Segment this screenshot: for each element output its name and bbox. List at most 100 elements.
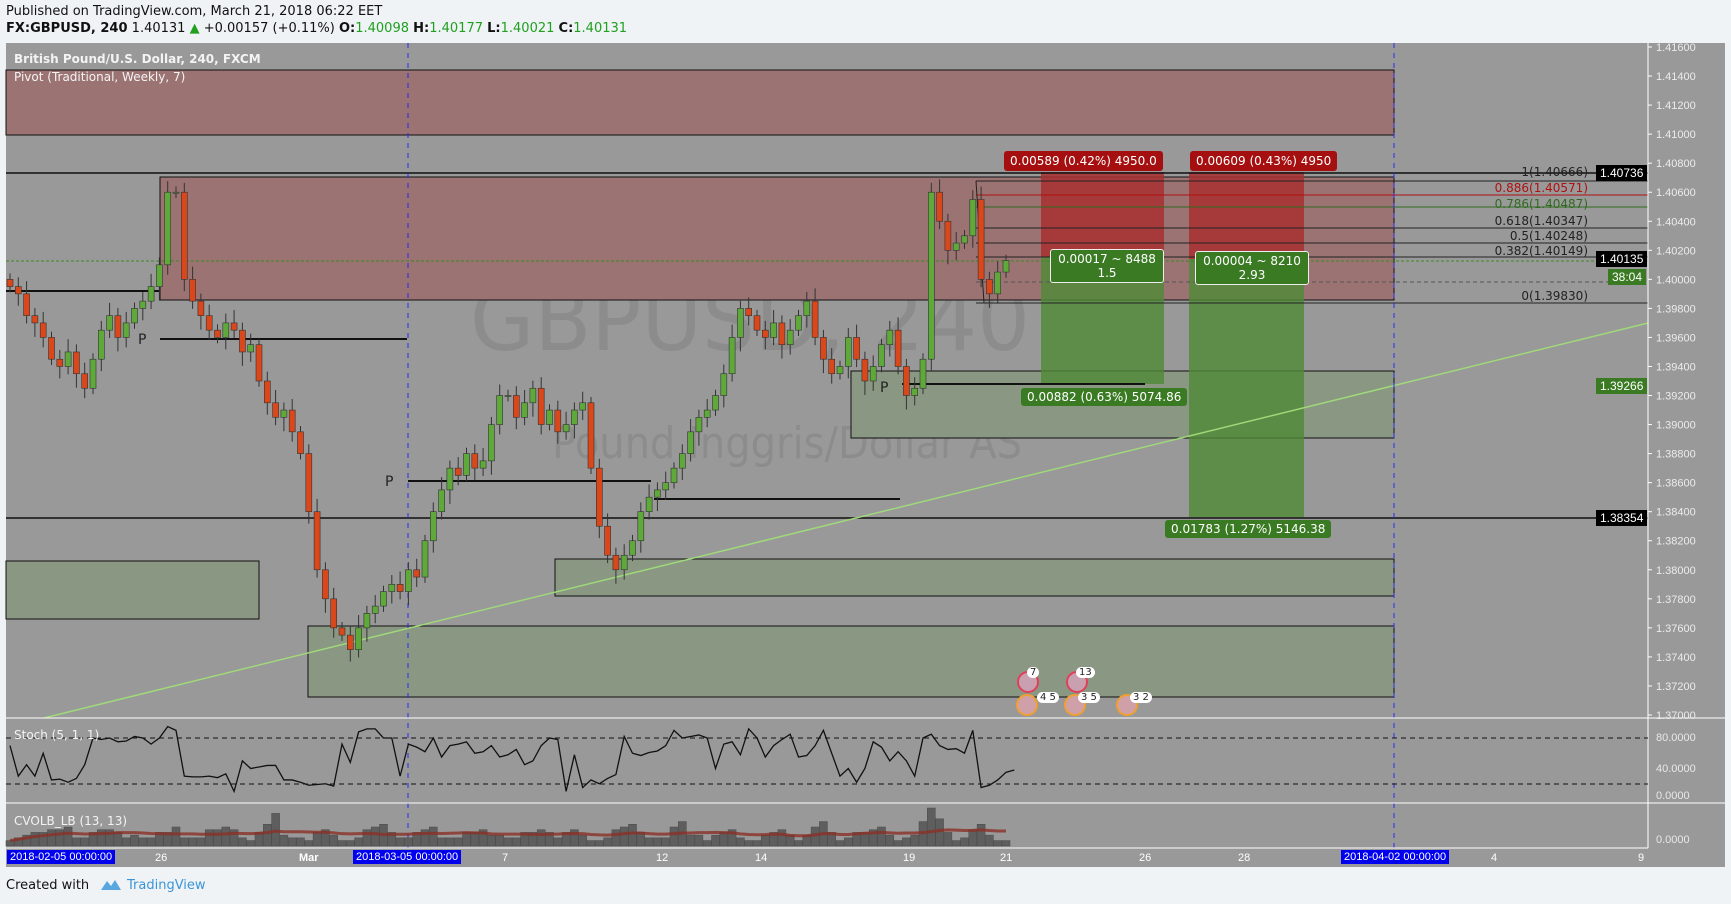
high-label: H: — [413, 21, 430, 36]
candle-body — [313, 511, 321, 571]
volume-bar — [586, 840, 596, 847]
volume-bar — [180, 837, 189, 847]
candle-body — [73, 351, 80, 375]
candle-body — [114, 315, 122, 338]
price-tick-label: 1.37000 — [1656, 710, 1696, 722]
support-zone-3[interactable] — [554, 558, 1395, 597]
volume-bar — [702, 840, 712, 847]
volume-bar — [138, 837, 148, 847]
volume-bar — [985, 834, 994, 847]
volume-bar — [960, 837, 969, 847]
candle-body — [454, 467, 462, 476]
candle-body — [15, 286, 22, 295]
candle-body — [994, 271, 1002, 295]
candle-body — [438, 489, 445, 512]
candle-body — [861, 358, 869, 382]
tradingview-logo-icon[interactable] — [100, 876, 122, 890]
candle-body — [595, 467, 603, 527]
candle-body — [396, 584, 404, 592]
volume-bar — [47, 829, 56, 847]
volume-bar — [935, 818, 944, 847]
volume-bar — [769, 832, 778, 847]
low-label: L: — [487, 21, 501, 36]
volume-bar — [287, 837, 297, 847]
price-tick-label: 1.37200 — [1656, 681, 1696, 693]
price-tick-label: 1.40400 — [1656, 216, 1696, 228]
volume-bar — [370, 826, 380, 847]
volume-bar — [794, 840, 803, 847]
price-tag-support: 1.39266 — [1596, 378, 1648, 394]
time-label: Mar — [299, 852, 319, 864]
volume-series — [5, 807, 1011, 847]
position-2-risk-area[interactable] — [1189, 172, 1304, 259]
volume-bar — [752, 840, 762, 847]
time-label: 12 — [656, 852, 669, 864]
published-caption: Published on TradingView.com, March 21, … — [6, 4, 383, 19]
candle-body — [488, 424, 495, 462]
candle-body — [853, 337, 860, 360]
volume-bar — [686, 834, 695, 847]
candle-body — [612, 554, 620, 571]
candle-body — [537, 387, 545, 425]
trendline[interactable] — [43, 322, 1649, 719]
time-label: 28 — [1238, 852, 1251, 864]
candle-body — [81, 373, 88, 389]
price-tick-label: 1.39000 — [1656, 420, 1696, 432]
pivot-label: P — [880, 380, 888, 396]
pivot-indicator-legend[interactable]: Pivot (Traditional, Weekly, 7) — [14, 70, 186, 84]
candle-body — [131, 308, 138, 324]
price-tag-low-line: 1.38354 — [1596, 510, 1648, 526]
position-1-risk-area[interactable] — [1041, 172, 1164, 257]
resistance-zone[interactable] — [159, 176, 1395, 301]
price-tick-label: 1.38000 — [1656, 565, 1696, 577]
support-zone-2[interactable] — [5, 560, 260, 620]
candlestick-series — [6, 179, 1010, 662]
resistance-zone-upper[interactable] — [5, 69, 1395, 136]
volume-bar — [213, 829, 222, 847]
candle-body — [529, 387, 537, 404]
candle-body — [471, 453, 479, 469]
volume-bar — [63, 826, 73, 847]
volume-bar — [487, 834, 496, 847]
time-label: 19 — [903, 852, 916, 864]
candle-body — [753, 315, 761, 331]
candle-body — [305, 453, 313, 512]
position-2-reward-area[interactable] — [1189, 259, 1304, 517]
volume-bar — [885, 834, 895, 847]
candle-body — [911, 387, 919, 396]
volume-bar — [30, 832, 40, 847]
volume-bar — [387, 832, 397, 847]
candle-body — [761, 329, 769, 338]
price-tag-high-line: 1.40736 — [1596, 165, 1648, 181]
candle-body — [695, 417, 703, 433]
position-1-stats: 0.00017 ~ 8488 1.5 — [1050, 249, 1164, 283]
candle-body — [56, 358, 64, 367]
volume-bar — [478, 829, 488, 847]
candle-body — [620, 554, 628, 571]
stoch-legend[interactable]: Stoch (5, 1, 1) — [14, 728, 100, 742]
candle-body — [496, 395, 504, 425]
price-change: +0.00157 (+0.11%) — [203, 21, 335, 36]
volume-bar — [603, 837, 612, 847]
last-price: 1.40131 — [131, 21, 186, 36]
candle-body — [181, 191, 188, 280]
volume-legend[interactable]: CVOLB_LB (13, 13) — [14, 814, 128, 828]
volume-bar — [462, 832, 471, 847]
candle-body — [429, 511, 437, 542]
volume-bar — [844, 837, 853, 847]
volume-bar — [719, 832, 729, 847]
tradingview-link[interactable]: TradingView — [127, 878, 206, 893]
open-label: O: — [338, 21, 356, 36]
candle-body — [405, 569, 412, 592]
price-tick-label: 1.39600 — [1656, 332, 1696, 344]
support-zone-4[interactable] — [307, 625, 1395, 698]
price-tick-label: 1.39800 — [1656, 303, 1696, 315]
volume-bar — [503, 837, 513, 847]
us-flag-icon[interactable] — [1016, 694, 1038, 716]
price-tick-label: 1.38600 — [1656, 478, 1696, 490]
price-axis-ticks[interactable]: 1.41600 1.41400 1.41200 1.41000 1.40800 1.406… — [1648, 42, 1696, 722]
volume-bar — [619, 826, 629, 847]
candle-body — [919, 358, 927, 389]
candle-body — [662, 482, 670, 491]
